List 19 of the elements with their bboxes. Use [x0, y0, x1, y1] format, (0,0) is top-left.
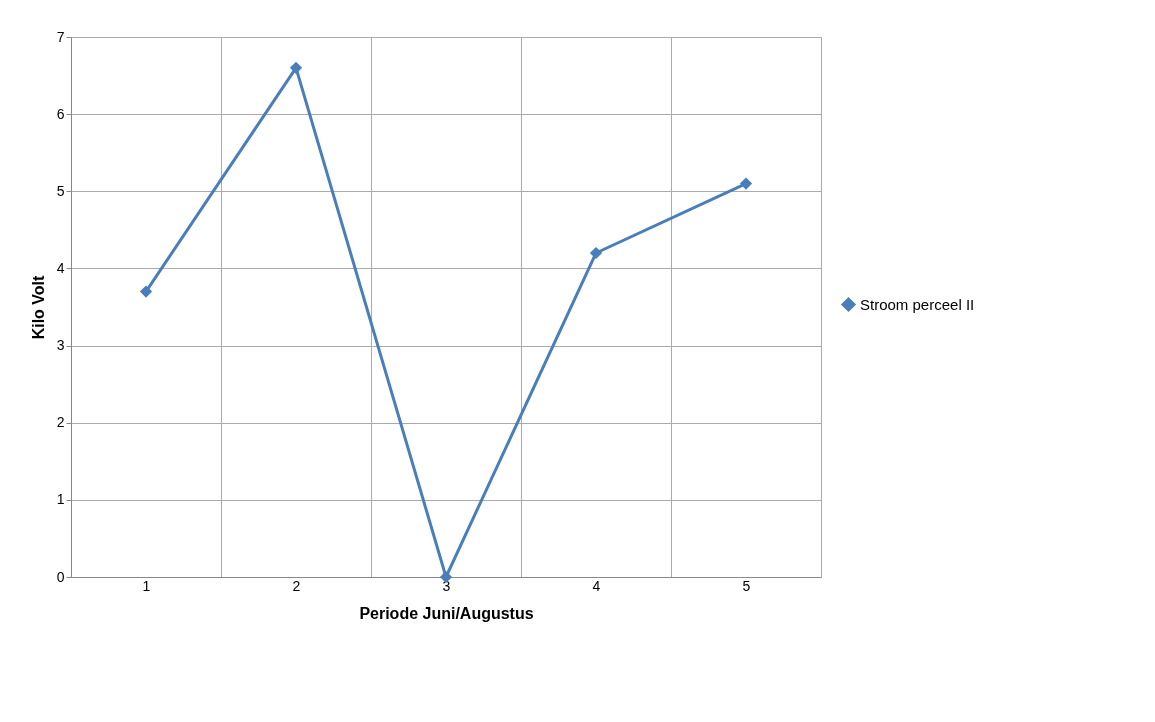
point: [739, 177, 753, 190]
x-tick-label: 5: [742, 577, 751, 594]
point: [139, 285, 153, 298]
x-tick-label: 4: [592, 577, 601, 594]
legend-label: Stroom perceel II: [860, 295, 975, 313]
y-tick-label: 0: [56, 568, 65, 585]
point: [289, 61, 303, 74]
x-tick-label: 1: [142, 577, 151, 594]
y-tick-label: 5: [56, 182, 65, 199]
y-tick-label: 6: [56, 105, 65, 122]
y-tick-label: 1: [56, 491, 65, 508]
y-tick-label: 2: [56, 414, 65, 431]
y-tick-label: 7: [56, 28, 65, 45]
y-axis-title: Kilo Volt: [29, 274, 47, 340]
y-tick-label: 4: [56, 259, 65, 276]
point: [589, 246, 603, 260]
y-tick-label: 3: [56, 337, 65, 354]
x-axis-title: Periode Juni/Augustus: [359, 604, 534, 622]
x-tick-label: 2: [292, 577, 301, 594]
